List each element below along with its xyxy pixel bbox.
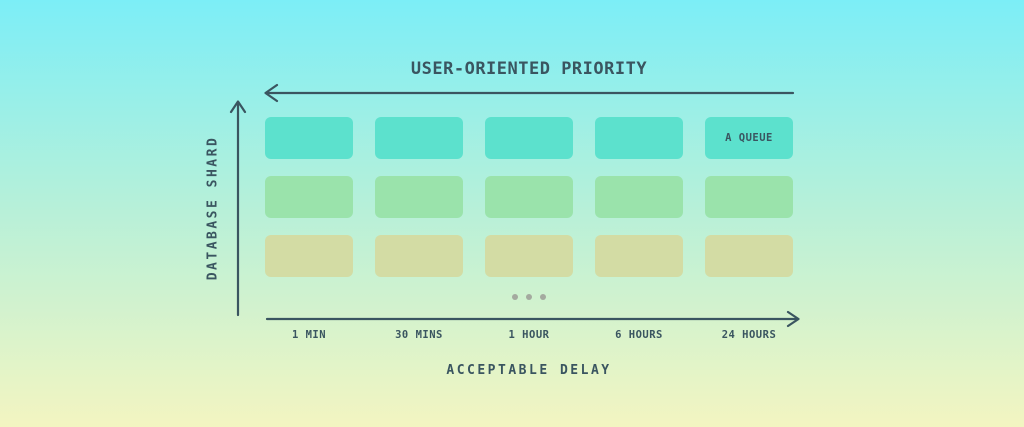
- x-axis-tick: 30 MINS: [395, 329, 443, 341]
- right-arrow-icon: [265, 310, 800, 328]
- queue-grid: A QUEUE: [265, 117, 793, 277]
- queue-cell: [705, 176, 793, 218]
- queue-cell: [595, 176, 683, 218]
- top-axis-title: USER-ORIENTED PRIORITY: [410, 59, 648, 79]
- x-axis-tick: 6 HOURS: [615, 329, 663, 341]
- queue-cell: [595, 235, 683, 277]
- queue-cell-label: A QUEUE: [725, 132, 773, 144]
- queue-cell: [265, 176, 353, 218]
- y-axis-title: DATABASE SHARD: [205, 135, 221, 281]
- ellipsis-dot: [540, 294, 546, 300]
- more-rows-ellipsis: [265, 293, 793, 301]
- queue-cell: A QUEUE: [705, 117, 793, 159]
- left-arrow-icon: [264, 83, 795, 103]
- queue-cell: [375, 235, 463, 277]
- x-axis-ticks: 1 MIN 30 MINS 1 HOUR 6 HOURS 24 HOURS: [265, 329, 793, 341]
- x-axis-tick: 1 MIN: [291, 329, 327, 341]
- up-arrow-icon: [229, 100, 247, 317]
- queue-cell: [265, 117, 353, 159]
- x-axis-title: ACCEPTABLE DELAY: [446, 363, 612, 378]
- queue-cell: [595, 117, 683, 159]
- ellipsis-dot: [512, 294, 518, 300]
- queue-cell: [265, 235, 353, 277]
- queue-cell: [485, 235, 573, 277]
- queue-cell: [485, 176, 573, 218]
- ellipsis-dot: [526, 294, 532, 300]
- queue-cell: [375, 176, 463, 218]
- queue-cell: [375, 117, 463, 159]
- x-axis-tick: 1 HOUR: [508, 329, 550, 341]
- x-axis-tick: 24 HOURS: [721, 329, 777, 341]
- queue-cell: [705, 235, 793, 277]
- queue-cell: [485, 117, 573, 159]
